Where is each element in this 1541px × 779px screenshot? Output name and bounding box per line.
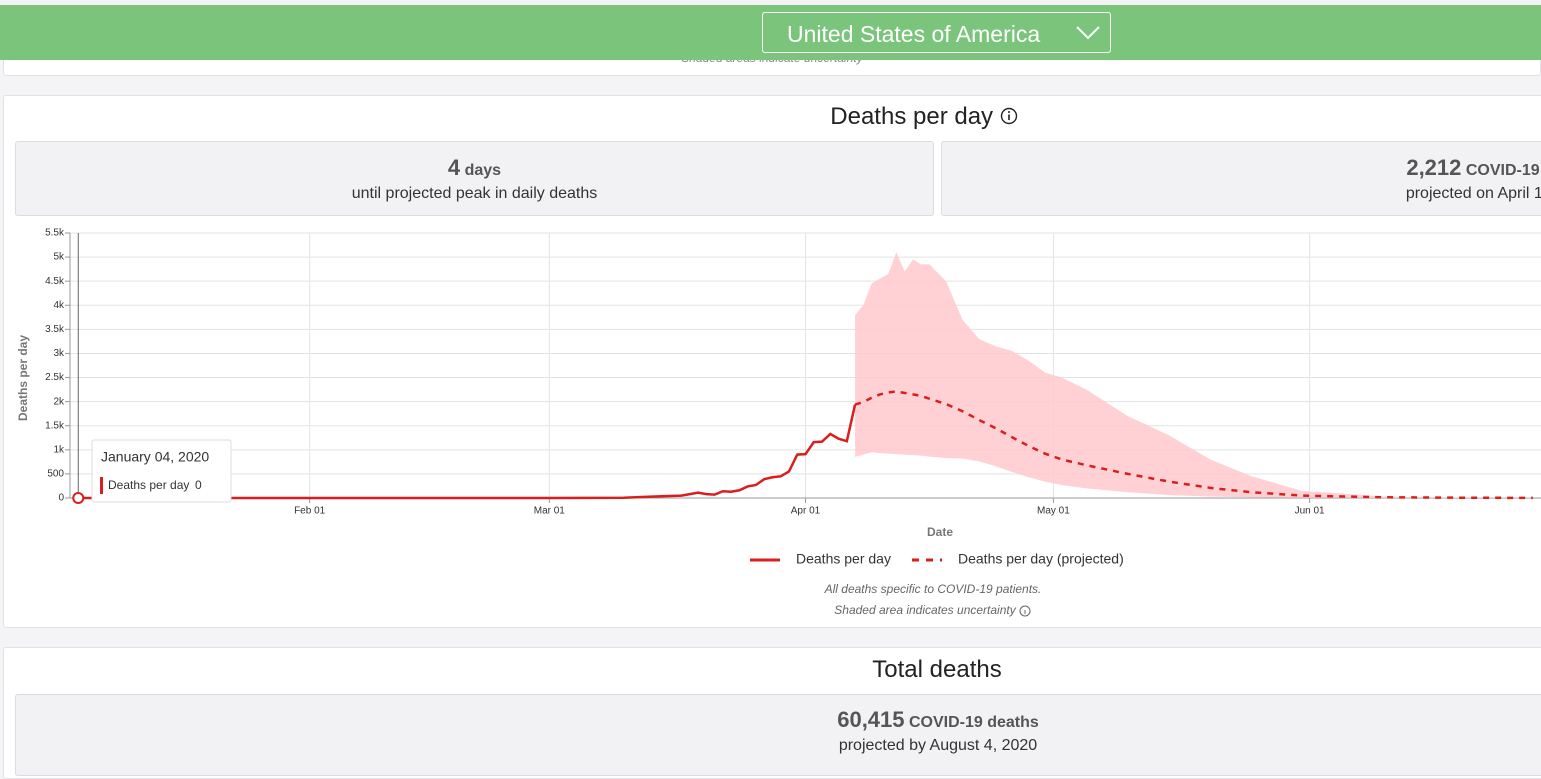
peak-stat: 4 days until projected peak in daily dea… bbox=[15, 141, 934, 216]
info-icon[interactable] bbox=[1000, 107, 1018, 125]
header-bar: United States of America bbox=[0, 5, 1541, 60]
y-tick-label: 2.5k bbox=[45, 372, 65, 383]
legend-label: Deaths per day (projected) bbox=[958, 551, 1124, 567]
peak-caption: until projected peak in daily deaths bbox=[351, 185, 598, 202]
y-tick-label: 4k bbox=[53, 300, 65, 311]
series-line bbox=[78, 404, 857, 500]
dropdown-chevron bbox=[1076, 26, 1100, 40]
tooltip-date: January 04, 2020 bbox=[101, 449, 209, 465]
y-axis-title: Deaths per day bbox=[16, 335, 30, 421]
x-tick-label: Jun 01 bbox=[1295, 506, 1325, 517]
hover-point bbox=[72, 492, 85, 504]
projected-number: 2,212 bbox=[1406, 155, 1462, 180]
x-tick-label: Feb 01 bbox=[294, 506, 326, 517]
tooltip-value: 0 bbox=[195, 478, 202, 492]
total-number: 60,415 bbox=[837, 707, 905, 732]
projected-caption: projected on April 12, 2020 bbox=[1405, 185, 1541, 202]
country-dropdown[interactable]: United States of America bbox=[762, 12, 1111, 53]
section-title-text: Deaths per day bbox=[830, 103, 994, 130]
x-axis-title: Date bbox=[927, 525, 953, 539]
x-tick-label: Mar 01 bbox=[534, 506, 566, 517]
section-title: Deaths per day bbox=[0, 103, 1541, 131]
y-tick-label: 3.5k bbox=[45, 324, 65, 335]
peak-unit: days bbox=[464, 162, 502, 179]
tooltip-box bbox=[91, 439, 232, 503]
legend-label: Deaths per day bbox=[796, 551, 891, 567]
uncertainty-band bbox=[855, 252, 1533, 498]
y-tick-label: 0 bbox=[58, 493, 64, 504]
y-tick-label: 5k bbox=[53, 252, 65, 263]
projected-stat: 2,212 COVID-19 deaths projected on April… bbox=[941, 141, 1541, 216]
y-tick-label: 5.5k bbox=[45, 228, 65, 239]
total-stat: 60,415 COVID-19 deaths projected by Augu… bbox=[15, 694, 1541, 776]
country-name: United States of America bbox=[787, 21, 1041, 47]
chart-note: All deaths specific to COVID-19 patients… bbox=[824, 582, 1042, 596]
y-tick-label: 1.5k bbox=[45, 420, 65, 431]
y-tick-label: 1k bbox=[53, 444, 65, 455]
tooltip-swatch bbox=[100, 477, 103, 494]
peak-number: 4 bbox=[447, 155, 461, 180]
tooltip-series: Deaths per day bbox=[108, 478, 189, 492]
note-info-icon[interactable] bbox=[1019, 605, 1031, 617]
total-unit: COVID-19 deaths bbox=[908, 714, 1039, 731]
y-tick-label: 500 bbox=[47, 469, 64, 480]
chart-note: Shaded area indicates uncertainty bbox=[834, 603, 1016, 617]
series-line bbox=[854, 390, 1533, 500]
total-caption: projected by August 4, 2020 bbox=[838, 737, 1038, 754]
total-title: Total deaths bbox=[872, 656, 1002, 683]
x-tick-label: May 01 bbox=[1037, 506, 1070, 517]
y-tick-label: 3k bbox=[53, 348, 65, 359]
projected-unit: COVID-19 deaths bbox=[1465, 162, 1541, 179]
y-tick-label: 2k bbox=[53, 396, 65, 407]
x-tick-label: Apr 01 bbox=[791, 506, 821, 517]
tooltip: January 04, 2020 Deaths per day 0 bbox=[91, 439, 232, 503]
y-tick-label: 4.5k bbox=[45, 276, 65, 287]
